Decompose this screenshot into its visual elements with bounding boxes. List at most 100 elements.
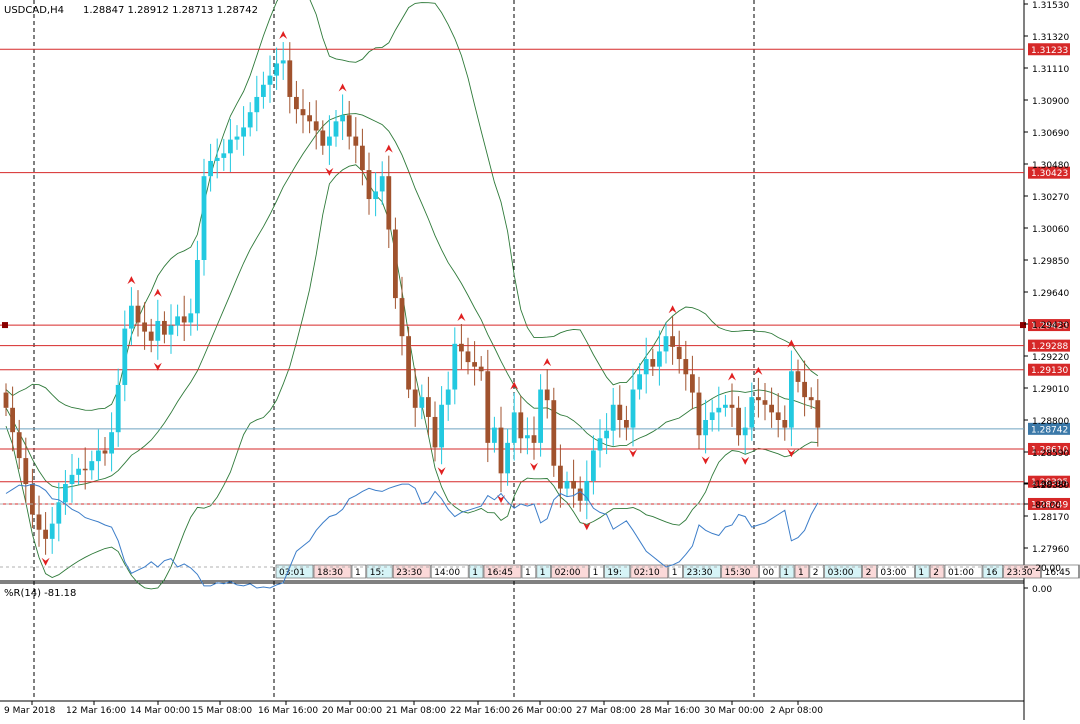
bull-candle <box>63 484 68 502</box>
fractal-up-arrow <box>385 145 393 153</box>
time-axis-label: 12 Mar 16:00 <box>66 706 126 716</box>
bear-candle <box>43 530 48 539</box>
time-axis-label: 16 Mar 16:00 <box>258 706 318 716</box>
wpr-level-label: -100.00 <box>1032 480 1067 490</box>
session-label: 15: <box>370 568 384 578</box>
wpr-level-label: -20.00 <box>1032 564 1061 574</box>
bull-candle <box>631 390 636 428</box>
bear-candle <box>413 390 418 408</box>
bear-candle <box>499 428 504 474</box>
session-label: 16:45 <box>487 568 513 578</box>
indicator-label: %R(14) -81.18 <box>4 588 76 599</box>
session-label: 2 <box>813 568 819 578</box>
level-price-label: 1.31233 <box>1031 46 1068 56</box>
bear-candle <box>433 417 438 447</box>
bull-candle <box>525 435 530 438</box>
bear-candle <box>307 115 312 121</box>
fractal-up-arrow <box>154 289 162 297</box>
level-marker-left <box>2 322 8 328</box>
bull-candle <box>340 115 345 121</box>
price-tick-label: 1.31110 <box>1032 65 1069 75</box>
bear-candle <box>30 484 35 514</box>
bear-candle <box>17 432 22 458</box>
fractal-down-arrow <box>741 457 749 465</box>
bear-candle <box>149 332 154 341</box>
bull-candle <box>268 76 273 85</box>
session-label: 23:30 <box>396 568 422 578</box>
price-tick-label: 1.28800 <box>1032 417 1069 427</box>
session-label: 1 <box>355 568 361 578</box>
bear-candle <box>287 60 292 97</box>
bear-candle <box>690 374 695 392</box>
time-axis-label: 27 Mar 08:00 <box>576 706 636 716</box>
session-label: 02:00 <box>555 568 581 578</box>
fractal-down-arrow <box>438 467 446 475</box>
price-tick-label: 1.28590 <box>1032 449 1069 459</box>
wpr-level-label: 0.00 <box>1032 585 1052 595</box>
bull-candle <box>221 153 226 158</box>
time-axis-label: 22 Mar 16:00 <box>450 706 510 716</box>
bear-candle <box>776 412 781 420</box>
bull-candle <box>611 405 616 431</box>
bull-candle <box>505 443 510 473</box>
session-label: 16 <box>986 568 998 578</box>
bear-candle <box>360 146 365 170</box>
session-label: 23:30 <box>1007 568 1033 578</box>
session-label: 1 <box>672 568 678 578</box>
fractal-down-arrow <box>629 449 637 457</box>
bull-candle <box>195 260 200 313</box>
bull-candle <box>334 121 339 136</box>
bear-candle <box>782 420 787 428</box>
fractal-up-arrow <box>339 83 347 91</box>
level-marker-right <box>1020 322 1026 328</box>
bear-candle <box>571 481 576 489</box>
bull-candle <box>789 371 794 427</box>
bull-candle <box>56 502 61 523</box>
time-axis-label: 2 Apr 08:00 <box>770 706 823 716</box>
bear-candle <box>4 393 9 408</box>
bull-candle <box>538 390 543 443</box>
bull-candle <box>281 60 286 63</box>
bear-candle <box>730 405 735 408</box>
bull-candle <box>228 140 233 154</box>
bull-candle <box>215 158 220 161</box>
bear-candle <box>518 412 523 438</box>
bear-candle <box>83 469 88 471</box>
price-tick-label: 1.30480 <box>1032 161 1069 171</box>
session-label: 1 <box>593 568 599 578</box>
bull-candle <box>241 127 246 136</box>
fractal-up-arrow <box>669 305 677 313</box>
bear-candle <box>37 514 42 529</box>
bull-candle <box>89 461 94 470</box>
bear-candle <box>624 420 629 428</box>
bollinger-bands <box>6 0 818 589</box>
bull-candle <box>492 428 497 443</box>
bull-candle <box>70 475 75 484</box>
bear-candle <box>367 170 372 199</box>
bear-candle <box>650 359 655 367</box>
bear-candle <box>551 400 556 466</box>
bull-candle <box>710 412 715 420</box>
bull-candle <box>202 176 207 260</box>
bear-candle <box>136 306 141 323</box>
fractal-up-arrow <box>787 340 795 348</box>
bear-candle <box>466 351 471 362</box>
fractal-down-arrow <box>325 168 333 176</box>
session-label: 03:01 <box>279 568 305 578</box>
fractal-up-arrow <box>279 31 287 39</box>
bull-candle <box>248 112 253 127</box>
bear-candle <box>617 405 622 420</box>
bull-candle <box>109 432 114 453</box>
fractal-up-arrow <box>728 372 736 380</box>
fractal-up-arrow <box>457 313 465 321</box>
bull-candle <box>327 137 332 146</box>
bear-candle <box>545 390 550 401</box>
bull-candle <box>380 176 385 191</box>
bull-candle <box>373 191 378 199</box>
bull-candle <box>188 313 193 322</box>
bull-candle <box>439 405 444 448</box>
bear-candle <box>294 97 299 109</box>
chart-header-ohlc: 1.28847 1.28912 1.28713 1.28742 <box>83 5 258 16</box>
